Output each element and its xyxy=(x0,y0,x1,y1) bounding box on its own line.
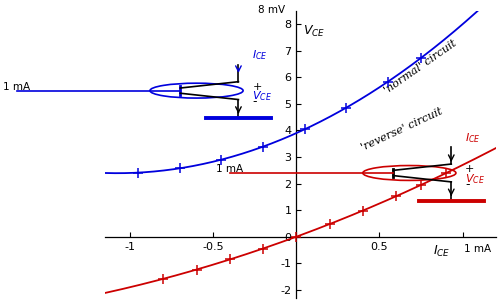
Text: $I_{CE}$: $I_{CE}$ xyxy=(432,244,450,259)
Text: $V_{CE}$: $V_{CE}$ xyxy=(252,90,272,104)
Text: 'reverse' circuit: 'reverse' circuit xyxy=(360,106,444,153)
Text: $V_{CE}$: $V_{CE}$ xyxy=(303,24,325,39)
Text: 'normal' circuit: 'normal' circuit xyxy=(383,38,459,95)
Text: $I_{CE}$: $I_{CE}$ xyxy=(252,49,268,63)
Text: 1 mA: 1 mA xyxy=(464,244,491,254)
Text: 1 mA: 1 mA xyxy=(4,82,30,92)
Text: +: + xyxy=(465,164,474,174)
Text: -: - xyxy=(465,178,469,191)
Text: 8 mV: 8 mV xyxy=(258,5,284,15)
Text: +: + xyxy=(252,82,262,92)
Text: 1 mA: 1 mA xyxy=(216,164,244,174)
Text: $I_{CE}$: $I_{CE}$ xyxy=(465,131,481,145)
Text: $V_{CE}$: $V_{CE}$ xyxy=(465,172,485,186)
Text: -: - xyxy=(252,95,257,108)
